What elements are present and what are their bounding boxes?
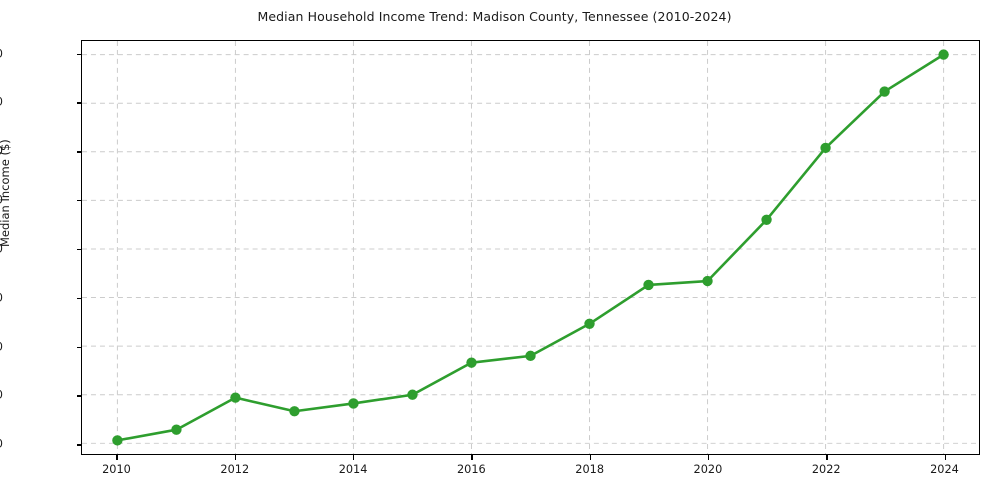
x-axis-tick-mark xyxy=(234,455,237,460)
x-axis-tick-mark xyxy=(707,455,710,460)
data-point-marker[interactable] xyxy=(702,275,713,287)
x-axis-tick-label: 2010 xyxy=(102,463,131,476)
x-axis-tick-label: 2012 xyxy=(220,463,250,476)
y-axis-tick-label: $47,500 xyxy=(0,291,3,304)
y-axis-tick-mark xyxy=(77,444,82,446)
y-axis-tick-label: $57,500 xyxy=(0,96,3,109)
y-axis-tick-mark xyxy=(77,297,82,300)
data-point-marker[interactable] xyxy=(348,398,359,409)
data-point-marker[interactable] xyxy=(820,142,831,154)
y-axis-tick-label: $42,500 xyxy=(0,389,3,402)
x-axis-tick-mark xyxy=(589,455,591,460)
grid-lines xyxy=(82,41,979,454)
y-axis-tick-label: $60,000 xyxy=(0,47,3,60)
x-axis-tick-mark xyxy=(826,455,828,460)
y-axis-tick-mark xyxy=(77,102,82,104)
x-axis-tick-label: 2022 xyxy=(811,463,841,476)
data-series-layer xyxy=(112,49,949,446)
y-axis-tick-mark xyxy=(77,248,82,251)
y-axis-tick-mark xyxy=(77,200,82,202)
data-point-marker[interactable] xyxy=(466,357,477,368)
data-point-marker[interactable] xyxy=(584,318,595,329)
x-axis-tick-label: 2018 xyxy=(575,463,605,476)
x-axis-tick-mark xyxy=(116,455,118,460)
x-axis-tick-label: 2016 xyxy=(456,463,486,476)
plot-area xyxy=(81,40,980,455)
y-axis-tick-mark xyxy=(77,151,82,153)
y-axis-tick-label: $52,500 xyxy=(0,194,3,207)
y-axis-tick-label: $50,000 xyxy=(0,242,3,255)
x-axis-tick-mark xyxy=(471,455,473,460)
data-point-marker[interactable] xyxy=(643,279,654,291)
data-point-marker[interactable] xyxy=(761,214,772,225)
y-axis-tick-mark xyxy=(77,395,82,397)
y-axis-tick-mark xyxy=(77,53,82,55)
x-axis-tick-label: 2014 xyxy=(338,463,368,476)
x-axis-tick-label: 2024 xyxy=(930,463,959,476)
y-axis-tick-label: $40,000 xyxy=(0,438,3,451)
x-axis-tick-label: 2020 xyxy=(693,463,723,476)
data-point-marker[interactable] xyxy=(879,86,890,97)
series-line xyxy=(116,53,945,442)
data-point-marker[interactable] xyxy=(525,350,536,362)
chart-title: Median Household Income Trend: Madison C… xyxy=(257,9,732,24)
x-axis-tick-mark xyxy=(944,455,946,460)
data-point-marker[interactable] xyxy=(171,424,182,435)
data-point-marker[interactable] xyxy=(938,49,949,60)
y-axis-tick-label: $55,000 xyxy=(0,145,3,158)
x-axis-tick-mark xyxy=(353,455,355,460)
data-point-marker[interactable] xyxy=(230,392,241,403)
data-point-marker[interactable] xyxy=(407,389,418,400)
data-point-marker[interactable] xyxy=(112,435,123,446)
data-point-marker[interactable] xyxy=(289,406,300,417)
y-axis-tick-label: $45,000 xyxy=(0,340,3,353)
y-axis-tick-mark xyxy=(77,346,82,348)
